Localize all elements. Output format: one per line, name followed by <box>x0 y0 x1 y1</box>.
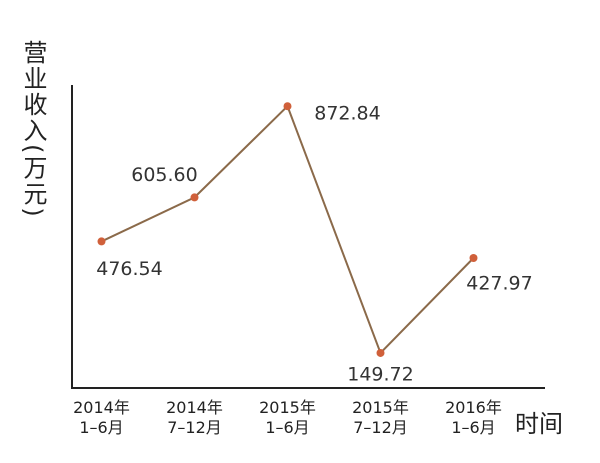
value-label: 872.84 <box>314 103 380 125</box>
point <box>283 102 292 111</box>
x-axis-title: 时间 <box>515 410 563 438</box>
value-label: 476.54 <box>96 258 162 280</box>
x-tick-label: 2014年 7–12月 <box>166 398 223 437</box>
point <box>190 193 199 202</box>
value-label: 605.60 <box>131 164 197 186</box>
value-label: 149.72 <box>347 363 413 385</box>
line <box>101 104 475 355</box>
point <box>97 237 106 246</box>
x-tick-label: 2015年 7–12月 <box>352 398 409 437</box>
point <box>376 348 385 357</box>
x-tick-label: 2016年 1–6月 <box>445 398 502 437</box>
x-tick-label: 2014年 1–6月 <box>73 398 130 437</box>
y-axis-title: 营业收入(万元) <box>19 40 47 219</box>
point <box>469 254 478 263</box>
x-tick-label: 2015年 1–6月 <box>259 398 316 437</box>
value-label: 427.97 <box>466 273 532 295</box>
